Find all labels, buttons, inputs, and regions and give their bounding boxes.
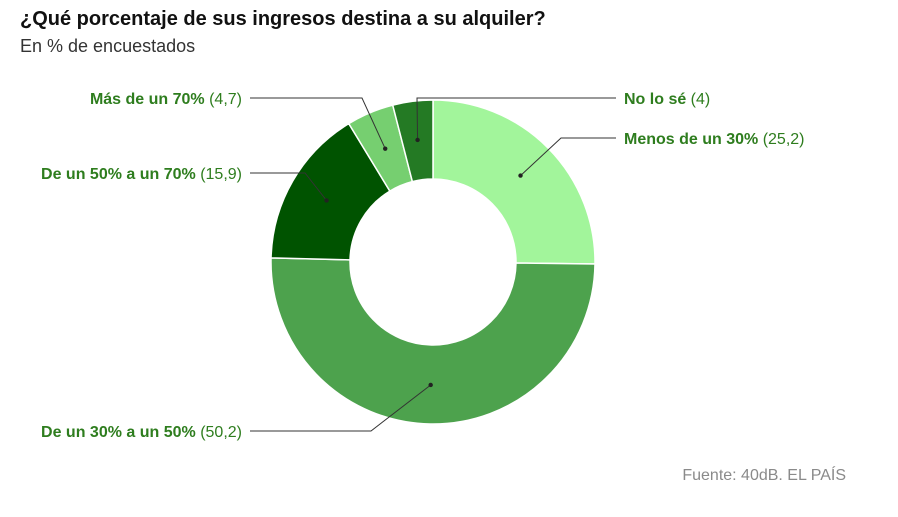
leader-lines-group xyxy=(250,97,616,432)
slice-de-un-30-a-un-50 xyxy=(270,257,596,425)
source-note: Fuente: 40dB. EL PAÍS xyxy=(682,467,846,484)
leader-dot-de-un-50-a-un-70 xyxy=(324,198,329,203)
label-de-un-30-a-un-50: De un 30% a un 50% (50,2) xyxy=(41,424,242,441)
label-value: (50,2) xyxy=(196,424,242,441)
label-menos-de-un-30: Menos de un 30% (25,2) xyxy=(624,131,805,148)
leader-dot-de-un-30-a-un-50 xyxy=(428,382,433,388)
leader-line-menos-de-un-30 xyxy=(520,137,616,176)
leader-line-de-un-50-a-un-70 xyxy=(250,172,327,201)
leader-dot-menos-de-un-30 xyxy=(518,173,523,178)
label-category: De un 30% a un 50% xyxy=(41,424,196,441)
label-category: Más de un 70% xyxy=(90,91,205,108)
label-de-un-50-a-un-70: De un 50% a un 70% (15,9) xyxy=(41,166,242,183)
label-category: De un 50% a un 70% xyxy=(41,166,196,183)
label-value: (15,9) xyxy=(196,166,242,183)
label-no-lo-se: No lo sé (4) xyxy=(624,91,710,108)
slices-group xyxy=(270,99,596,425)
label-category: Menos de un 30% xyxy=(624,131,758,148)
slice-no-lo-se xyxy=(391,99,434,183)
label-category: No lo sé xyxy=(624,91,686,108)
slice-de-un-50-a-un-70 xyxy=(270,122,391,261)
leader-line-mas-de-un-70 xyxy=(250,97,386,149)
leader-line-de-un-30-a-un-50 xyxy=(250,384,431,432)
leader-dot-no-lo-se xyxy=(415,137,420,143)
labels-group: Menos de un 30% (25,2) De un 30% a un 50%… xyxy=(41,91,804,441)
label-value: (4) xyxy=(686,91,710,108)
label-value: (25,2) xyxy=(758,131,804,148)
label-value: (4,7) xyxy=(205,91,242,108)
chart-subtitle: En % de encuestados xyxy=(20,36,196,56)
chart-title: ¿Qué porcentaje de sus ingresos destina … xyxy=(20,8,546,30)
leader-dot-mas-de-un-70 xyxy=(383,146,388,151)
label-mas-de-un-70: Más de un 70% (4,7) xyxy=(90,91,242,108)
slice-menos-de-un-30 xyxy=(432,99,596,265)
leader-line-no-lo-se xyxy=(416,97,616,140)
